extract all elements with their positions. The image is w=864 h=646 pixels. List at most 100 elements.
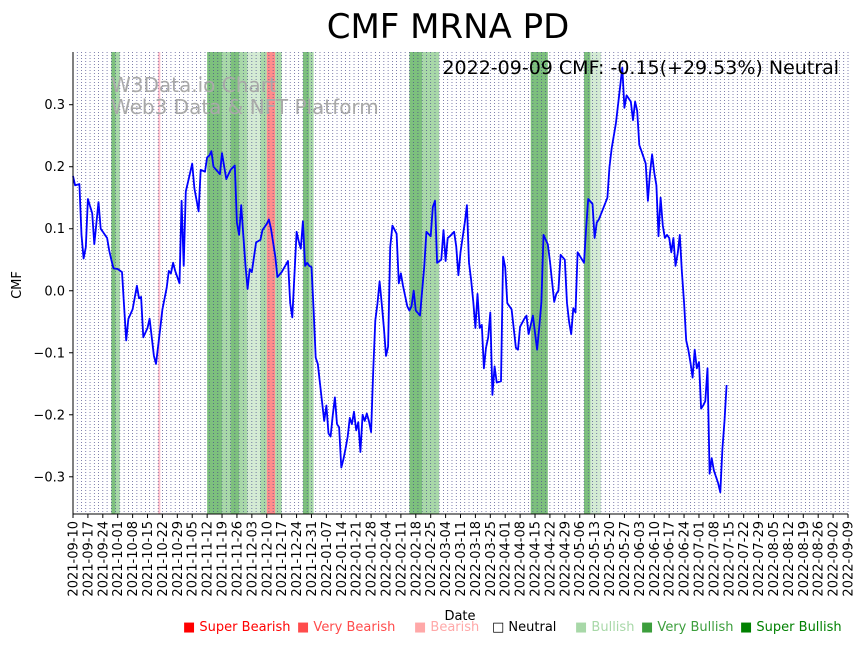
- x-tick-label: 2021-12-10: [260, 521, 275, 597]
- x-tick-label: 2022-07-15: [722, 521, 737, 597]
- date-gridlines: [72, 52, 849, 514]
- signal-band: [207, 52, 223, 514]
- cmf-chart: W3Data.io Chart Web3 Data & NFT Platform…: [10, 7, 857, 620]
- signal-band: [158, 52, 161, 514]
- legend-swatch: ■: [740, 620, 753, 635]
- legend-item: ■ Very Bullish: [641, 620, 734, 635]
- x-tick-label: 2021-12-17: [275, 521, 290, 597]
- signal-band: [260, 52, 267, 514]
- x-tick-label: 2022-08-19: [797, 521, 812, 597]
- x-tick-label: 2022-06-24: [678, 521, 693, 597]
- x-tick-label: 2022-03-04: [439, 521, 454, 597]
- y-axis-label: CMF: [10, 271, 25, 299]
- x-ticks: 2021-09-10 2021-09-17 2021-09-24 2021-10-01…: [67, 514, 857, 597]
- legend-swatch: ■: [641, 620, 654, 635]
- x-tick-label: 2022-04-08: [514, 521, 529, 597]
- legend-item: ■ Super Bullish: [740, 620, 842, 635]
- y-tick-label: −0.3: [33, 470, 65, 485]
- x-tick-label: 2022-02-11: [394, 521, 409, 597]
- x-tick-label: 2022-02-18: [409, 521, 424, 597]
- legend-swatch: ■: [297, 620, 310, 635]
- y-ticks: −0.3 −0.2 −0.1 0.0 0.1 0.2 0.3: [33, 98, 73, 485]
- legend-swatch: ■: [183, 620, 196, 635]
- x-tick-label: 2022-03-25: [484, 521, 499, 597]
- y-tick-label: −0.1: [33, 346, 65, 361]
- y-tick-label: 0.2: [44, 160, 65, 175]
- x-tick-label: 2022-08-05: [767, 521, 782, 597]
- signal-band: [530, 52, 548, 514]
- x-tick-label: 2022-06-17: [663, 521, 678, 597]
- x-tick-label: 2022-01-07: [320, 521, 335, 597]
- x-tick-label: 2021-12-03: [245, 521, 260, 597]
- signal-band: [409, 52, 423, 514]
- legend-label: Very Bullish: [653, 620, 734, 635]
- legend-label: Neutral: [504, 620, 557, 635]
- signal-band: [115, 52, 120, 514]
- signal-band: [266, 52, 276, 514]
- legend-item: ■ Bearish: [414, 620, 479, 635]
- x-tick-label: 2021-10-15: [141, 521, 156, 597]
- x-tick-label: 2022-02-25: [424, 521, 439, 597]
- x-tick-label: 2022-06-03: [633, 521, 648, 597]
- x-tick-label: 2021-11-05: [186, 521, 201, 597]
- y-tick-label: 0.1: [44, 222, 65, 237]
- x-tick-label: 2021-12-31: [305, 521, 320, 597]
- x-tick-label: 2022-07-01: [692, 521, 707, 597]
- legend-swatch: ■: [414, 620, 427, 635]
- cmf-line: [72, 66, 728, 494]
- x-tick-label: 2022-04-15: [529, 521, 544, 597]
- x-tick-label: 2021-11-19: [216, 521, 231, 597]
- signal-band: [111, 52, 116, 514]
- y-tick-label: −0.2: [33, 408, 65, 423]
- x-tick-label: 2021-10-29: [171, 521, 186, 597]
- legend-item: □ Neutral: [492, 620, 556, 635]
- legend-swatch: ■: [575, 620, 588, 635]
- x-tick-label: 2022-07-08: [707, 521, 722, 597]
- signal-bands: [111, 52, 602, 514]
- y-tick-label: 0.3: [44, 98, 65, 113]
- x-tick-label: 2021-11-12: [201, 521, 216, 597]
- legend-item: ■ Super Bearish: [183, 620, 291, 635]
- legend-label: Very Bearish: [309, 620, 396, 635]
- x-tick-label: 2021-09-10: [67, 521, 82, 597]
- x-tick-label: 2021-10-08: [126, 521, 141, 597]
- legend-swatch: □: [492, 620, 505, 635]
- x-tick-label: 2022-04-22: [543, 521, 558, 597]
- x-tick-label: 2021-11-26: [230, 521, 245, 597]
- x-tick-label: 2022-08-26: [812, 521, 827, 597]
- signal-band: [247, 52, 261, 514]
- y-tick-label: 0.0: [44, 284, 65, 299]
- x-tick-label: 2022-08-12: [782, 521, 797, 597]
- x-tick-label: 2022-09-09: [842, 521, 857, 597]
- x-tick-label: 2022-02-04: [379, 521, 394, 597]
- x-tick-label: 2022-05-27: [618, 521, 633, 597]
- signal-band: [583, 52, 591, 514]
- x-tick-label: 2022-03-11: [454, 521, 469, 597]
- x-tick-label: 2021-10-22: [156, 521, 171, 597]
- legend-label: Super Bearish: [195, 620, 291, 635]
- x-axis-label: Date: [444, 609, 475, 620]
- x-tick-label: 2022-09-02: [827, 521, 842, 597]
- x-tick-label: 2022-01-21: [350, 521, 365, 597]
- x-tick-label: 2022-01-14: [335, 521, 350, 597]
- signal-band: [590, 52, 602, 514]
- legend-label: Super Bullish: [752, 620, 842, 635]
- x-tick-label: 2022-07-22: [737, 521, 752, 597]
- cmf-series: [72, 66, 728, 494]
- x-tick-label: 2022-05-20: [603, 521, 618, 597]
- chart-title: CMF MRNA PD: [327, 7, 570, 47]
- legend-label: Bearish: [426, 620, 480, 635]
- legend: ■ Super Bearish ■ Very Bearish ■ Bearish □ …: [0, 620, 864, 638]
- x-tick-label: 2022-07-29: [752, 521, 767, 597]
- legend-item: ■ Bullish: [575, 620, 634, 635]
- watermark-line-1: W3Data.io Chart: [111, 73, 277, 97]
- x-tick-label: 2022-04-01: [499, 521, 514, 597]
- x-tick-label: 2021-09-17: [81, 521, 96, 597]
- signal-band: [275, 52, 282, 514]
- x-tick-label: 2022-05-13: [588, 521, 603, 597]
- x-tick-label: 2022-04-29: [558, 521, 573, 597]
- x-tick-label: 2021-12-24: [290, 521, 305, 597]
- x-tick-label: 2022-03-18: [469, 521, 484, 597]
- x-tick-label: 2021-10-01: [111, 521, 126, 597]
- legend-label: Bullish: [587, 620, 635, 635]
